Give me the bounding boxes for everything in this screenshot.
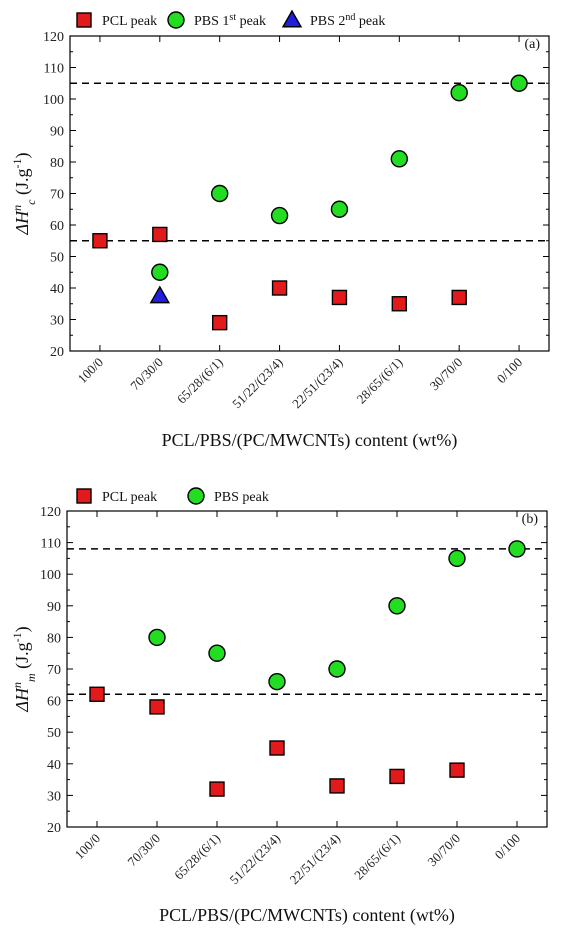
y-tick-label: 50 (47, 726, 61, 741)
data-point-pbs1 (448, 549, 466, 568)
data-point-pcl (271, 280, 288, 296)
y-tick-label: 100 (43, 93, 64, 108)
data-point-pcl (92, 233, 108, 249)
legend-marker-pcl (76, 12, 92, 28)
data-point-pbs1 (151, 263, 169, 281)
chart-panel-a: 20 30 40 50 60 70 80 90 100 110 120 100/0 70/30/0 65/… (10, 9, 550, 451)
data-point-pbs1 (270, 206, 289, 225)
data-point-pcl (152, 226, 168, 243)
data-point-pcl (89, 686, 105, 702)
legend-marker-pbs1 (187, 487, 205, 505)
data-point-pbs1 (328, 660, 346, 678)
chart-panel-b: 20 30 40 50 60 70 80 90 100 110 120 100/0 70/30/0 65/… (10, 487, 548, 926)
y-tick-label: 40 (47, 758, 61, 773)
x-category-label: 65/28/(6/1) (174, 355, 226, 407)
data-point-pcl (211, 314, 228, 331)
y-tick-label: 70 (50, 188, 64, 203)
x-category-label: 0/100 (494, 355, 526, 387)
legend-marker-pbs2 (281, 9, 303, 28)
data-point-pcl (449, 762, 465, 778)
data-point-pcl (389, 768, 405, 785)
x-category-label: 30/70/0 (424, 831, 463, 870)
y-tick-label: 110 (41, 537, 61, 552)
x-axis-title: PCL/PBS/(PC/MWCNTs) content (wt%) (162, 430, 458, 451)
x-axis-title: PCL/PBS/(PC/MWCNTs) content (wt%) (159, 905, 455, 926)
legend-marker-pbs1 (167, 11, 185, 29)
data-point-pcl (209, 781, 225, 797)
data-point-pbs1 (510, 74, 528, 92)
legend-label-pcl: PCL peak (102, 14, 157, 29)
legend-label-pbs1: PBS peak (214, 490, 269, 505)
y-tick-label: 70 (47, 663, 61, 678)
data-point-pbs1 (450, 83, 468, 102)
data-point-pbs1 (508, 540, 526, 558)
legend-label-pbs2: PBS 2nd peak (310, 12, 385, 30)
x-category-label: 28/65/(6/1) (353, 355, 405, 407)
y-tick-label: 90 (47, 600, 61, 615)
x-category-label: 100/0 (75, 355, 107, 387)
data-point-pbs1 (210, 184, 229, 203)
x-category-label: 22/51/(23/4) (289, 355, 346, 412)
y-tick-label: 90 (50, 125, 64, 140)
y-tick-label: 120 (40, 505, 61, 520)
data-point-pbs2 (149, 285, 171, 304)
panel-label: (a) (524, 37, 540, 52)
data-point-pcl (391, 296, 408, 312)
x-category-label: 51/22/(23/4) (227, 831, 284, 888)
legend: PCL peak PBS 1st peak PBS 2nd peak (76, 9, 385, 30)
data-point-pbs1 (268, 672, 286, 691)
legend: PCL peak PBS peak (76, 487, 269, 505)
y-tick-label: 60 (50, 219, 64, 234)
x-category-label: 51/22/(23/4) (229, 355, 286, 412)
legend-label-pbs1: PBS 1st peak (194, 12, 266, 30)
legend-label-pcl: PCL peak (102, 490, 157, 505)
x-category-label: 70/30/0 (127, 355, 166, 394)
y-tick-label: 120 (43, 30, 64, 45)
y-tick-label: 110 (44, 62, 64, 77)
legend-marker-pcl (76, 488, 92, 504)
data-point-pcl (331, 289, 348, 306)
x-category-label: 65/28/(6/1) (171, 831, 223, 883)
y-tick-label: 50 (50, 251, 64, 266)
plot-frame (69, 35, 550, 352)
plot-frame (66, 510, 548, 828)
panel-label: (b) (522, 512, 539, 527)
y-tick-label: 80 (50, 156, 64, 171)
y-axis-title: ΔHnm (J.g-1) (10, 626, 38, 712)
y-tick-label: 60 (47, 695, 61, 710)
y-tick-label: 20 (47, 821, 61, 836)
y-tick-label: 30 (47, 789, 61, 804)
data-point-pbs1 (148, 628, 166, 647)
x-category-label: 0/100 (492, 831, 524, 863)
x-category-label: 30/70/0 (427, 355, 466, 394)
data-point-pbs1 (390, 150, 409, 168)
x-category-label: 100/0 (72, 831, 104, 863)
data-point-pbs1 (388, 597, 406, 615)
data-point-pcl (149, 699, 165, 715)
data-point-pbs1 (330, 200, 349, 218)
data-point-pcl (269, 740, 285, 756)
y-tick-label: 100 (40, 568, 61, 583)
x-category-label: 70/30/0 (124, 831, 163, 870)
y-tick-label: 30 (50, 314, 64, 329)
x-category-label: 28/65/(6/1) (351, 831, 403, 883)
y-tick-label: 20 (50, 345, 64, 360)
data-point-pbs1 (208, 644, 226, 662)
data-point-pcl (451, 289, 467, 306)
x-category-label: 22/51/(23/4) (287, 831, 344, 888)
y-tick-label: 40 (50, 282, 64, 297)
y-tick-label: 80 (47, 631, 61, 646)
y-axis-title: ΔHnc (J.g-1) (10, 153, 38, 236)
data-point-pcl (329, 778, 345, 794)
